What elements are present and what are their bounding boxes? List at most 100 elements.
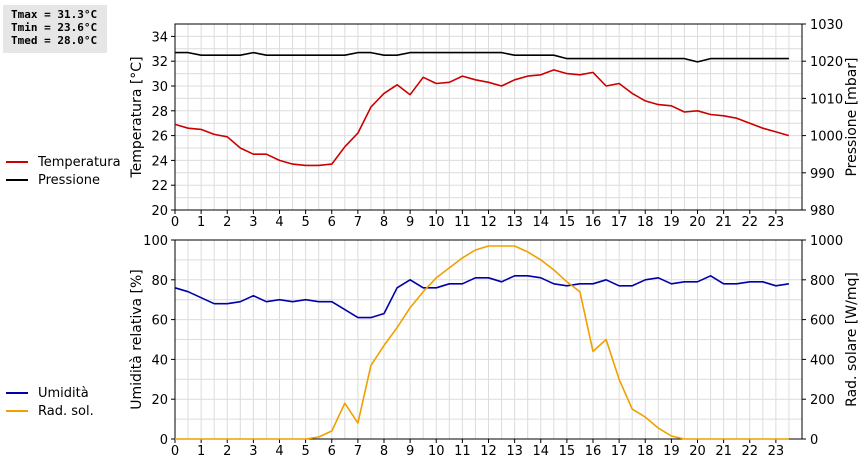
x-tick-label: 15 xyxy=(559,444,576,459)
y-axis-label: Temperatura [°C] xyxy=(129,56,145,178)
x-tick-label: 21 xyxy=(715,444,732,459)
y2-tick-label: 400 xyxy=(810,353,835,368)
x-tick-label: 4 xyxy=(275,215,283,230)
y2-tick-label: 200 xyxy=(810,393,835,408)
legend-item-radsol: Rad. sol. xyxy=(6,402,94,420)
x-tick-label: 17 xyxy=(611,215,628,230)
x-tick-label: 6 xyxy=(328,215,336,230)
x-tick-label: 19 xyxy=(663,215,680,230)
x-tick-label: 1 xyxy=(197,444,205,459)
y-tick-label: 30 xyxy=(151,80,168,95)
y2-tick-label: 600 xyxy=(810,314,835,329)
x-tick-label: 12 xyxy=(480,444,497,459)
x-tick-label: 22 xyxy=(741,215,758,230)
legend-swatch-pressione xyxy=(6,179,28,181)
x-tick-label: 10 xyxy=(428,444,445,459)
x-tick-label: 16 xyxy=(585,215,602,230)
x-tick-label: 10 xyxy=(428,215,445,230)
x-tick-label: 8 xyxy=(380,215,388,230)
x-tick-label: 11 xyxy=(454,444,471,459)
y-tick-label: 22 xyxy=(151,179,168,194)
x-tick-label: 16 xyxy=(585,444,602,459)
x-tick-label: 18 xyxy=(637,444,654,459)
y2-tick-label: 990 xyxy=(810,167,835,182)
x-tick-label: 5 xyxy=(301,215,309,230)
x-tick-label: 4 xyxy=(275,444,283,459)
x-tick-label: 6 xyxy=(328,444,336,459)
y-tick-label: 80 xyxy=(151,274,168,289)
y-tick-label: 40 xyxy=(151,353,168,368)
panel-1: 0 1 2 3 4 5 6 7 8 9 10 11 12 13 14 15 16 17 18 19 20 21 22 2302… xyxy=(129,234,860,459)
legend-bottom: Umidità Rad. sol. xyxy=(6,384,94,420)
x-tick-label: 23 xyxy=(768,444,785,459)
x-tick-label: 15 xyxy=(559,215,576,230)
stat-tmax: Tmax = 31.3°C xyxy=(11,8,98,21)
y-tick-label: 32 xyxy=(151,55,168,70)
y2-tick-label: 1020 xyxy=(810,55,843,70)
x-tick-label: 9 xyxy=(406,215,414,230)
legend-top: Temperatura Pressione xyxy=(6,153,121,189)
y2-tick-label: 1030 xyxy=(810,18,843,33)
x-tick-label: 8 xyxy=(380,444,388,459)
x-tick-label: 13 xyxy=(506,444,523,459)
y2-axis-label: Pressione [mbar] xyxy=(844,57,860,176)
y2-tick-label: 1000 xyxy=(810,130,843,145)
x-tick-label: 17 xyxy=(611,444,628,459)
y-tick-label: 20 xyxy=(151,204,168,219)
legend-label-pressione: Pressione xyxy=(38,172,101,188)
stat-tmed: Tmed = 28.0°C xyxy=(11,34,98,47)
y-tick-label: 100 xyxy=(143,234,168,249)
y2-axis-label: Rad. solare [W/mq] xyxy=(844,272,860,407)
legend-item-temperatura: Temperatura xyxy=(6,153,121,171)
x-tick-label: 18 xyxy=(637,215,654,230)
y2-tick-label: 980 xyxy=(810,204,835,219)
x-tick-label: 1 xyxy=(197,215,205,230)
legend-swatch-temperatura xyxy=(6,161,28,163)
y-tick-label: 34 xyxy=(151,30,168,45)
x-tick-label: 23 xyxy=(768,215,785,230)
panel-0: 0 1 2 3 4 5 6 7 8 9 10 11 12 13 14 15 16 17 18 19 20 21 22 2320… xyxy=(129,18,860,230)
y-axis-label: Umidità relativa [%] xyxy=(129,269,145,410)
x-tick-label: 0 xyxy=(171,444,179,459)
legend-swatch-radsol xyxy=(6,410,28,412)
x-tick-label: 0 xyxy=(171,215,179,230)
y2-tick-label: 800 xyxy=(810,274,835,289)
x-tick-label: 11 xyxy=(454,215,471,230)
x-tick-label: 20 xyxy=(689,215,706,230)
x-tick-label: 5 xyxy=(301,444,309,459)
y-tick-label: 26 xyxy=(151,130,168,145)
y-tick-label: 60 xyxy=(151,314,168,329)
legend-item-umidita: Umidità xyxy=(6,384,94,402)
x-tick-label: 3 xyxy=(249,215,257,230)
x-tick-label: 7 xyxy=(354,215,362,230)
x-tick-label: 21 xyxy=(715,215,732,230)
series-line-0 xyxy=(174,69,790,167)
legend-label-temperatura: Temperatura xyxy=(38,154,121,170)
x-tick-label: 14 xyxy=(532,444,549,459)
x-tick-label: 19 xyxy=(663,444,680,459)
series-line-0 xyxy=(174,274,790,319)
x-tick-label: 2 xyxy=(223,444,231,459)
y2-tick-label: 1000 xyxy=(810,234,843,249)
x-tick-label: 2 xyxy=(223,215,231,230)
y2-tick-label: 1010 xyxy=(810,92,843,107)
x-tick-label: 7 xyxy=(354,444,362,459)
stats-box: Tmax = 31.3°C Tmin = 23.6°C Tmed = 28.0°… xyxy=(3,5,107,53)
x-tick-label: 20 xyxy=(689,444,706,459)
series-line-1 xyxy=(175,51,789,63)
y-tick-label: 0 xyxy=(160,433,168,448)
x-tick-label: 13 xyxy=(506,215,523,230)
y-tick-label: 24 xyxy=(151,154,168,169)
legend-item-pressione: Pressione xyxy=(6,171,121,189)
x-tick-label: 12 xyxy=(480,215,497,230)
x-tick-label: 14 xyxy=(532,215,549,230)
y2-tick-label: 0 xyxy=(810,433,818,448)
legend-swatch-umidita xyxy=(6,392,28,394)
y-tick-label: 20 xyxy=(151,393,168,408)
stat-tmin: Tmin = 23.6°C xyxy=(11,21,98,34)
x-tick-label: 3 xyxy=(249,444,257,459)
series-line-1 xyxy=(175,245,789,440)
x-tick-label: 22 xyxy=(741,444,758,459)
legend-label-radsol: Rad. sol. xyxy=(38,403,94,419)
